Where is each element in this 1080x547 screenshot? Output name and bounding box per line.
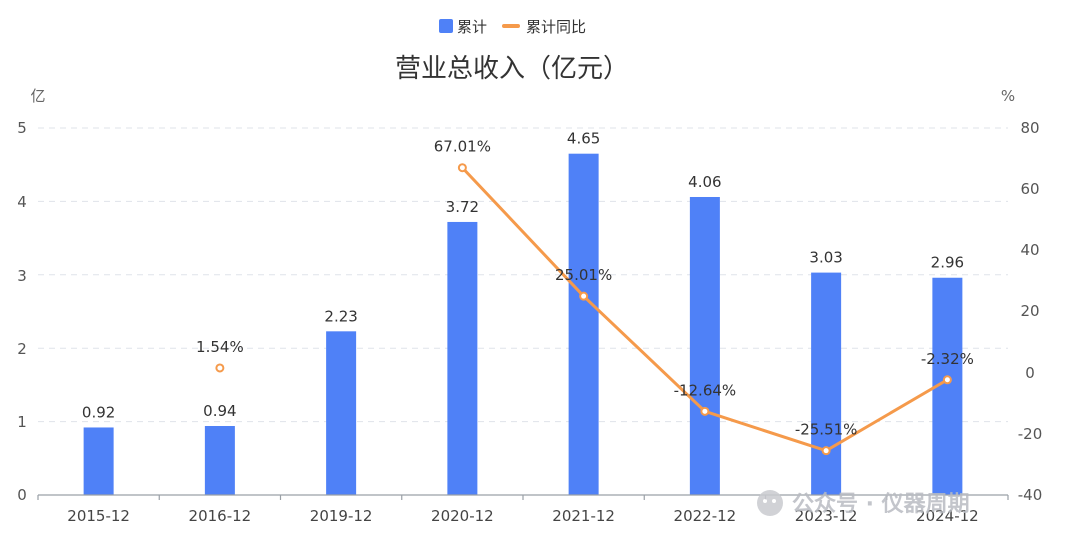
legend-bar-swatch (439, 19, 453, 33)
left-tick-4: 4 (17, 193, 27, 211)
line-point-2024-12 (942, 375, 952, 385)
bar-label-2023-12: 3.03 (809, 249, 842, 267)
bar-series (83, 153, 963, 495)
right-tick-2: 0 (1025, 364, 1035, 382)
line-point-2016-12 (215, 363, 225, 373)
x-tick-2024-12: 2024-12 (916, 507, 979, 525)
right-axis-ticks: -40 -20 0 20 40 60 80 (1018, 119, 1043, 504)
bar-label-2019-12: 2.23 (324, 307, 357, 325)
legend-line-swatch (502, 24, 520, 28)
right-tick-4: 40 (1020, 241, 1039, 259)
line-point-2020-12 (457, 163, 467, 173)
line-point-2021-12 (579, 291, 589, 301)
line-value-labels: 1.54% 67.01% 25.01% -12.64% -25.51% -2.32% (196, 138, 974, 439)
chart-title: 营业总收入（亿元） (395, 54, 629, 84)
line-series (215, 163, 952, 456)
left-axis-ticks: 0 1 2 3 4 5 (17, 119, 27, 504)
right-tick-0: -40 (1018, 486, 1043, 504)
x-axis-ticks: 2015-12 2016-12 2019-12 2020-12 2021-12 2022-… (37, 495, 1009, 525)
bar-2021-12 (568, 153, 599, 495)
bar-value-labels: 0.92 0.94 2.23 3.72 4.65 4.06 3.03 2.96 (82, 130, 964, 422)
x-tick-2016-12: 2016-12 (189, 507, 252, 525)
bar-label-2022-12: 4.06 (688, 173, 721, 191)
bar-2016-12 (204, 426, 235, 495)
x-tick-2022-12: 2022-12 (674, 507, 737, 525)
bar-label-2016-12: 0.94 (203, 402, 236, 420)
left-tick-2: 2 (17, 340, 27, 358)
line-label-2020-12: 67.01% (434, 138, 491, 156)
x-tick-2021-12: 2021-12 (552, 507, 615, 525)
x-tick-2023-12: 2023-12 (795, 507, 858, 525)
bar-label-2024-12: 2.96 (931, 254, 964, 272)
x-tick-2015-12: 2015-12 (67, 507, 130, 525)
bar-label-2021-12: 4.65 (567, 130, 600, 148)
line-label-2022-12: -12.64% (674, 381, 737, 399)
left-tick-3: 3 (17, 267, 27, 285)
x-tick-2020-12: 2020-12 (431, 507, 494, 525)
right-axis-unit: % (1001, 87, 1015, 105)
wechat-icon-eye-right (772, 499, 776, 503)
watermark: 公众号 · 仪器周期 (757, 490, 970, 517)
right-tick-1: -20 (1018, 425, 1043, 443)
grid-lines (38, 127, 1008, 423)
legend-line-label: 累计同比 (526, 18, 586, 36)
legend-bar-label: 累计 (457, 18, 487, 36)
bar-label-2020-12: 3.72 (446, 198, 479, 216)
wechat-icon (757, 490, 783, 516)
line-label-2024-12: -2.32% (921, 350, 974, 368)
line-point-2023-12 (821, 446, 831, 456)
bar-2020-12 (447, 221, 478, 495)
left-tick-0: 0 (17, 486, 27, 504)
left-tick-5: 5 (17, 119, 27, 137)
right-tick-6: 80 (1020, 119, 1039, 137)
legend: 累计 累计同比 (439, 18, 586, 36)
line-label-2023-12: -25.51% (795, 421, 858, 439)
x-tick-2019-12: 2019-12 (310, 507, 373, 525)
line-point-2022-12 (700, 406, 710, 416)
left-axis-unit: 亿 (30, 87, 45, 105)
watermark-text: 公众号 · 仪器周期 (792, 492, 970, 517)
bar-label-2015-12: 0.92 (82, 403, 115, 421)
bar-2015-12 (83, 427, 114, 495)
right-tick-3: 20 (1020, 302, 1039, 320)
line-label-2021-12: 25.01% (555, 266, 612, 284)
left-tick-1: 1 (17, 413, 27, 431)
bar-2022-12 (689, 196, 720, 495)
line-label-2016-12: 1.54% (196, 338, 244, 356)
bar-2019-12 (326, 331, 357, 495)
bar-2023-12 (811, 272, 842, 495)
wechat-icon-eye-left (763, 499, 767, 503)
right-tick-5: 60 (1020, 180, 1039, 198)
